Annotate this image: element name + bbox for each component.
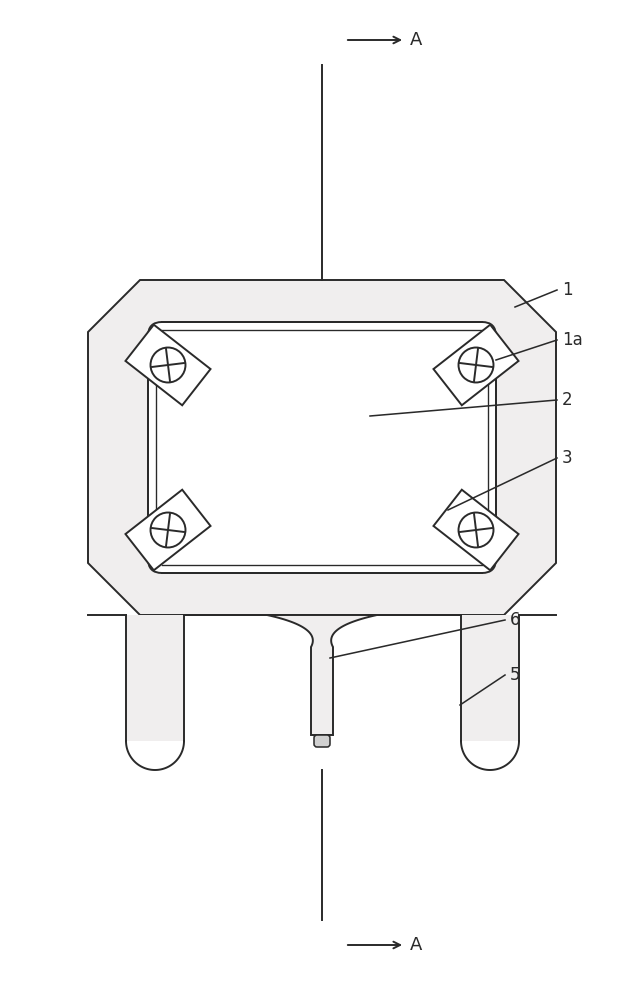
Polygon shape [126,325,211,405]
Text: 1: 1 [562,281,573,299]
Text: 2: 2 [562,391,573,409]
FancyBboxPatch shape [314,735,330,747]
FancyBboxPatch shape [148,322,496,573]
Polygon shape [433,325,518,405]
Polygon shape [433,490,518,570]
Polygon shape [461,615,519,741]
Text: A: A [410,936,422,954]
Polygon shape [126,490,211,570]
Text: A: A [410,31,422,49]
Text: 1a: 1a [562,331,583,349]
Text: 3: 3 [562,449,573,467]
Text: 6: 6 [510,611,520,629]
Text: 5: 5 [510,666,520,684]
Polygon shape [267,615,377,735]
Polygon shape [126,615,184,741]
Polygon shape [88,280,556,615]
